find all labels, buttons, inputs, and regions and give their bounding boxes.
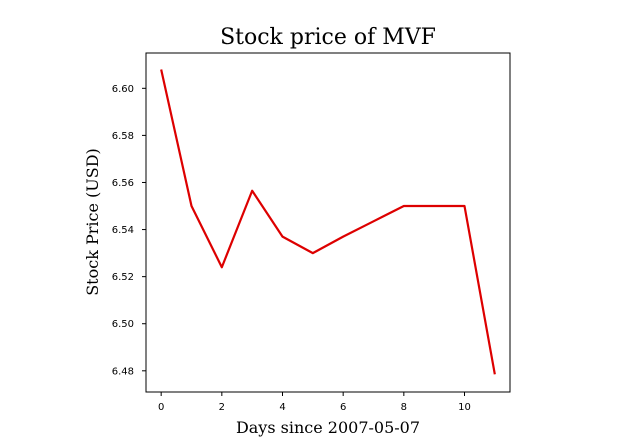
y-axis-ticks: 6.48 6.50 6.52 6.54 6.56 6.58 6.60 [112,84,146,377]
plot-frame [145,52,511,393]
y-tick-label: 6.50 [112,319,134,330]
x-axis-label: Days since 2007-05-07 [236,418,420,437]
series-line-0 [160,69,496,375]
chart-title: Stock price of MVF [220,25,436,50]
x-tick-label: 8 [401,402,407,413]
x-tick-label: 0 [158,402,164,413]
y-tick-label: 6.60 [112,84,134,95]
y-tick-label: 6.48 [112,366,134,377]
y-tick-label: 6.58 [112,131,134,142]
x-tick-label: 4 [279,402,285,413]
y-tick-label: 6.54 [112,225,134,236]
x-tick-label: 6 [340,402,346,413]
y-tick-label: 6.52 [112,272,134,283]
y-axis-label: Stock Price (USD) [83,148,102,296]
y-tick-label: 6.56 [112,178,134,189]
series-group [160,69,496,375]
x-tick-label: 2 [219,402,225,413]
x-axis-ticks: 0 2 4 6 8 10 [158,392,471,413]
x-tick-label: 10 [458,402,471,413]
